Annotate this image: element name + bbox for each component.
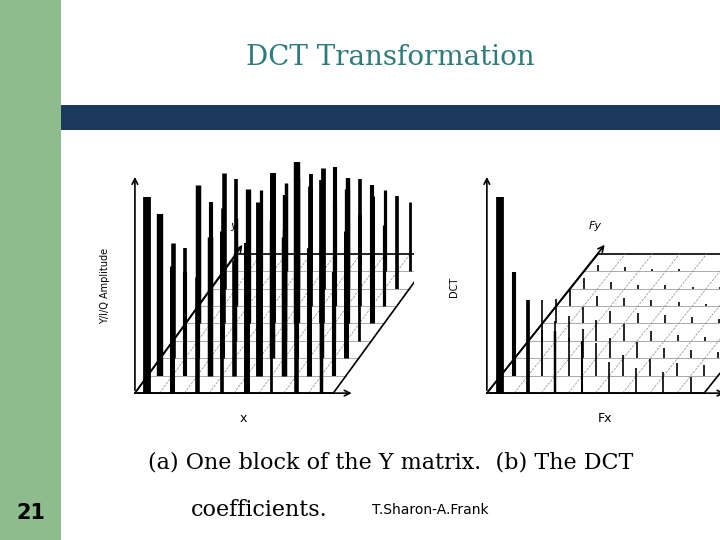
Text: x: x [240,412,247,425]
Text: Fy: Fy [588,221,601,231]
Text: Y/I/Q Amplitude: Y/I/Q Amplitude [99,248,109,325]
Text: Fx: Fx [598,412,613,425]
Text: DCT Transformation: DCT Transformation [246,44,535,71]
Text: T.Sharon-A.Frank: T.Sharon-A.Frank [372,503,488,517]
Text: DCT: DCT [449,276,459,296]
Text: (a) One block of the Y matrix.  (b) The DCT: (a) One block of the Y matrix. (b) The D… [148,451,634,473]
Text: 21: 21 [16,503,45,523]
Text: coefficients.: coefficients. [191,499,327,521]
Text: y: y [230,221,237,231]
